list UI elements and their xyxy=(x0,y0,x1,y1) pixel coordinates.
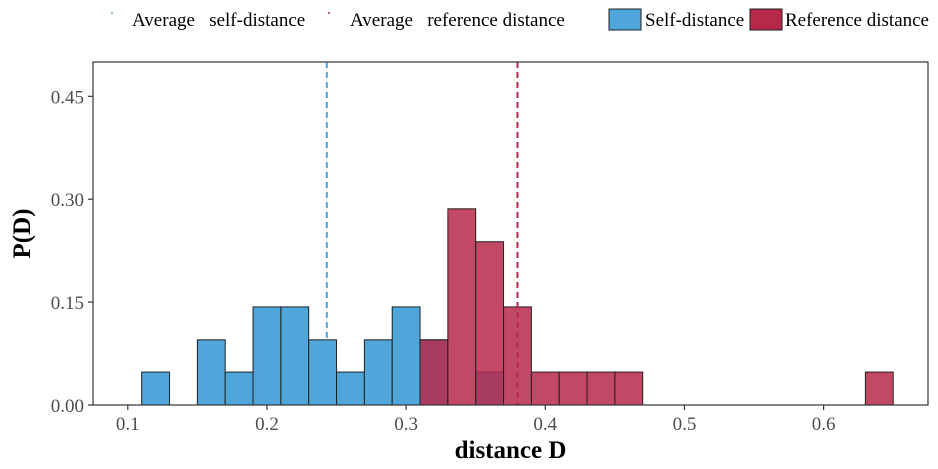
legend-key-self-distance xyxy=(608,8,642,31)
y-tick-label: 0.45 xyxy=(51,87,84,108)
series-reference-distance xyxy=(419,208,894,406)
reference-distance-bar-12 xyxy=(475,241,505,406)
y-axis: 0.00 0.15 0.30 0.45 xyxy=(51,87,93,417)
reference-distance-bar-16 xyxy=(586,371,616,406)
x-tick-label: 0.6 xyxy=(812,414,836,435)
self-distance-bar-8 xyxy=(363,339,393,406)
self-distance-bar-5 xyxy=(280,306,310,406)
reference-distance-bar-10 xyxy=(419,339,449,406)
reference-distance-bar-14 xyxy=(530,371,560,406)
reference-lines xyxy=(325,62,519,405)
legend: Average self-distance Average reference … xyxy=(111,8,929,31)
x-axis-title: distance D xyxy=(455,437,567,464)
x-tick-label: 0.1 xyxy=(116,414,140,435)
self-distance-bar-7 xyxy=(336,371,365,406)
plot-panel-border xyxy=(92,61,929,406)
reference-distance-bar-26 xyxy=(864,371,894,406)
y-tick-label: 0.15 xyxy=(51,293,84,314)
x-tick-label: 0.3 xyxy=(394,414,418,435)
self-distance-bar-3 xyxy=(224,371,254,406)
y-axis-title: P(D) xyxy=(9,209,36,259)
legend-label-avg-self: Average self-distance xyxy=(132,10,305,31)
y-tick-label: 0.30 xyxy=(51,190,84,211)
reference-distance-bar-11 xyxy=(447,208,477,406)
y-tick-label: 0.00 xyxy=(51,396,84,417)
reference-distance-bar-15 xyxy=(558,371,588,406)
self-distance-bar-6 xyxy=(308,339,338,406)
legend-label-reference-distance: Reference distance xyxy=(785,10,929,31)
x-tick-label: 0.5 xyxy=(673,414,697,435)
legend-label-self-distance: Self-distance xyxy=(645,10,744,31)
legend-label-avg-reference: Average reference distance xyxy=(350,10,565,31)
self-distance-bar-4 xyxy=(252,306,282,406)
self-distance-bar-2 xyxy=(196,339,226,406)
x-tick-label: 0.2 xyxy=(255,414,279,435)
self-distance-bar-9 xyxy=(391,306,421,406)
x-tick-label: 0.4 xyxy=(533,414,557,435)
x-axis: 0.1 0.2 0.3 0.4 0.5 0.6 xyxy=(116,405,836,435)
legend-key-reference-distance xyxy=(749,8,783,31)
reference-distance-bar-17 xyxy=(614,371,644,406)
self-distance-bar-0 xyxy=(141,371,171,406)
